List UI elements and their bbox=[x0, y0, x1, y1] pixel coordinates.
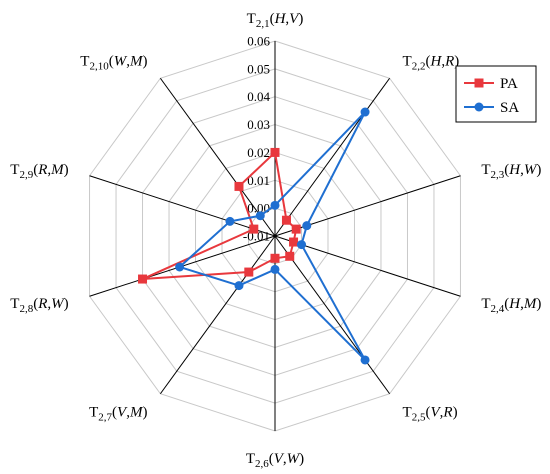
series-layer bbox=[138, 107, 370, 365]
data-point bbox=[270, 264, 280, 274]
series-sa bbox=[175, 107, 370, 365]
legend-item: PA bbox=[464, 76, 518, 92]
data-point bbox=[225, 216, 235, 226]
category-labels: T2,1(H,V) T2,2(H,R) T2,3(H,W) T2,4(H,M) T2,5… bbox=[10, 11, 541, 470]
legend-label: PA bbox=[500, 76, 518, 92]
category-label: T2,10(W,M) bbox=[80, 53, 147, 72]
data-point bbox=[270, 200, 280, 210]
category-label: T2,6(V,W) bbox=[246, 451, 304, 470]
data-point bbox=[296, 240, 306, 250]
data-point bbox=[289, 237, 299, 247]
data-point bbox=[360, 355, 370, 365]
data-point bbox=[270, 147, 280, 157]
data-point bbox=[270, 253, 280, 263]
category-label: T2,8(R,W) bbox=[10, 296, 68, 315]
data-point bbox=[281, 215, 291, 225]
data-point bbox=[138, 274, 148, 284]
radar-spoke bbox=[274, 235, 391, 395]
radar-spoke bbox=[274, 235, 461, 297]
data-point bbox=[285, 251, 295, 261]
radar-spoke bbox=[89, 175, 276, 237]
legend-box bbox=[455, 65, 537, 123]
data-point bbox=[302, 221, 312, 231]
legend-item: SA bbox=[464, 100, 519, 116]
legend: PA SA bbox=[455, 65, 537, 123]
category-label: T2,5(V,R) bbox=[403, 405, 458, 424]
data-point bbox=[244, 267, 254, 277]
data-point bbox=[360, 107, 370, 117]
data-point bbox=[255, 211, 265, 221]
series-pa bbox=[138, 147, 301, 284]
legend-label: SA bbox=[500, 100, 519, 116]
radial-tick-label: 0.06 bbox=[247, 34, 270, 49]
data-point bbox=[234, 281, 244, 291]
category-label: T2,1(H,V) bbox=[247, 11, 304, 30]
radar-spoke bbox=[274, 77, 391, 237]
data-point bbox=[291, 224, 301, 234]
category-label: T2,4(H,M) bbox=[481, 296, 541, 315]
category-label: T2,7(V,M) bbox=[89, 405, 147, 424]
data-point bbox=[249, 224, 259, 234]
radial-tick-label: 0.04 bbox=[247, 89, 270, 104]
category-label: T2,2(H,R) bbox=[403, 53, 460, 72]
radar-spoke bbox=[159, 77, 276, 237]
radial-tick-label: 0.02 bbox=[247, 145, 270, 160]
legend-marker bbox=[474, 102, 484, 112]
radial-tick-label: 0.03 bbox=[247, 117, 270, 132]
legend-marker bbox=[474, 78, 484, 88]
radar-spoke bbox=[159, 235, 276, 395]
data-point bbox=[234, 181, 244, 191]
category-label: T2,3(H,W) bbox=[481, 162, 541, 181]
radial-tick-label: 0.01 bbox=[247, 173, 270, 188]
data-point bbox=[175, 262, 185, 272]
radial-tick-label: 0.05 bbox=[247, 61, 270, 76]
radar-spokes bbox=[89, 41, 461, 431]
category-label: T2,9(R,M) bbox=[10, 162, 68, 181]
